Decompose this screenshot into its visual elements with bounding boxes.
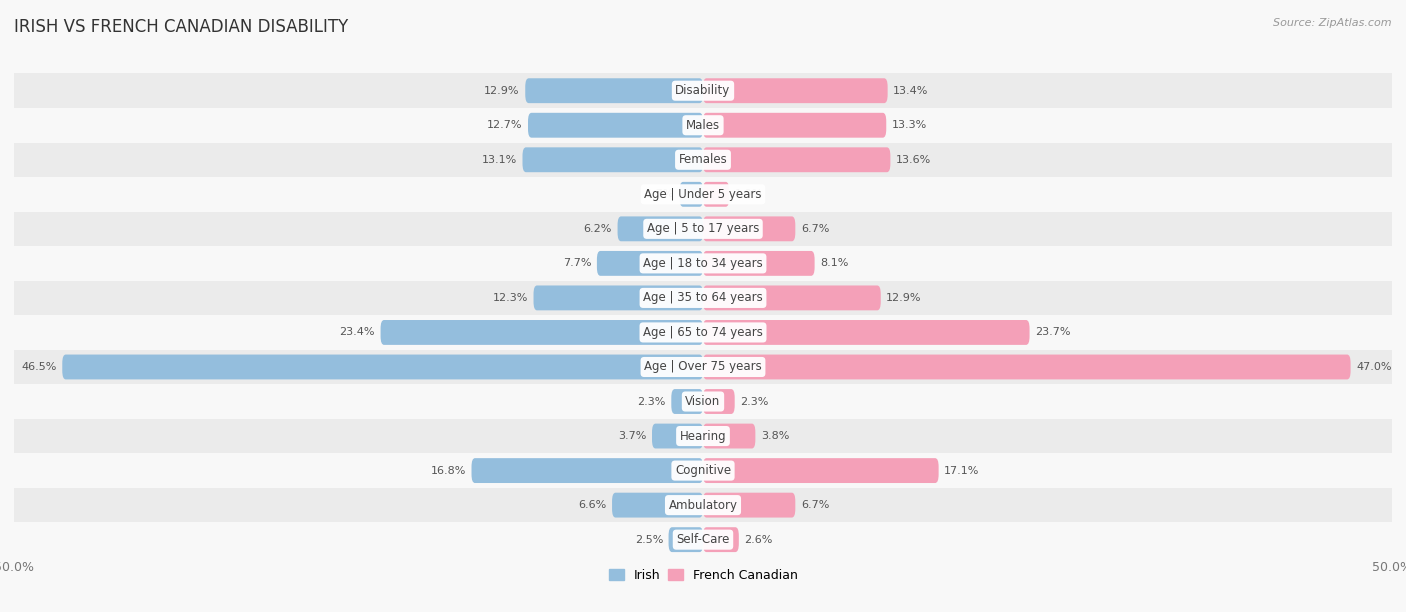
FancyBboxPatch shape bbox=[62, 354, 703, 379]
Text: 6.6%: 6.6% bbox=[578, 500, 606, 510]
FancyBboxPatch shape bbox=[14, 523, 1392, 557]
FancyBboxPatch shape bbox=[703, 147, 890, 172]
FancyBboxPatch shape bbox=[703, 354, 1351, 379]
FancyBboxPatch shape bbox=[14, 349, 1392, 384]
Text: 17.1%: 17.1% bbox=[945, 466, 980, 476]
Text: Vision: Vision bbox=[685, 395, 721, 408]
Text: IRISH VS FRENCH CANADIAN DISABILITY: IRISH VS FRENCH CANADIAN DISABILITY bbox=[14, 18, 349, 36]
FancyBboxPatch shape bbox=[703, 78, 887, 103]
Text: 13.3%: 13.3% bbox=[891, 120, 927, 130]
Text: 13.4%: 13.4% bbox=[893, 86, 928, 95]
Text: 3.7%: 3.7% bbox=[619, 431, 647, 441]
FancyBboxPatch shape bbox=[652, 424, 703, 449]
Text: Age | 18 to 34 years: Age | 18 to 34 years bbox=[643, 257, 763, 270]
Text: 13.6%: 13.6% bbox=[896, 155, 931, 165]
Legend: Irish, French Canadian: Irish, French Canadian bbox=[603, 564, 803, 587]
FancyBboxPatch shape bbox=[703, 493, 796, 518]
FancyBboxPatch shape bbox=[669, 527, 703, 552]
FancyBboxPatch shape bbox=[14, 108, 1392, 143]
Text: 8.1%: 8.1% bbox=[820, 258, 848, 269]
FancyBboxPatch shape bbox=[703, 458, 939, 483]
Text: Ambulatory: Ambulatory bbox=[668, 499, 738, 512]
Text: 2.6%: 2.6% bbox=[744, 535, 773, 545]
Text: Cognitive: Cognitive bbox=[675, 464, 731, 477]
Text: 2.3%: 2.3% bbox=[740, 397, 769, 406]
FancyBboxPatch shape bbox=[14, 419, 1392, 453]
FancyBboxPatch shape bbox=[529, 113, 703, 138]
Text: 6.7%: 6.7% bbox=[801, 500, 830, 510]
FancyBboxPatch shape bbox=[14, 246, 1392, 281]
FancyBboxPatch shape bbox=[703, 182, 730, 207]
FancyBboxPatch shape bbox=[703, 217, 796, 241]
FancyBboxPatch shape bbox=[14, 73, 1392, 108]
Text: Age | 65 to 74 years: Age | 65 to 74 years bbox=[643, 326, 763, 339]
Text: Age | Over 75 years: Age | Over 75 years bbox=[644, 360, 762, 373]
FancyBboxPatch shape bbox=[14, 281, 1392, 315]
FancyBboxPatch shape bbox=[671, 389, 703, 414]
FancyBboxPatch shape bbox=[617, 217, 703, 241]
FancyBboxPatch shape bbox=[14, 177, 1392, 212]
FancyBboxPatch shape bbox=[703, 527, 738, 552]
Text: Age | Under 5 years: Age | Under 5 years bbox=[644, 188, 762, 201]
Text: 7.7%: 7.7% bbox=[562, 258, 592, 269]
Text: Source: ZipAtlas.com: Source: ZipAtlas.com bbox=[1274, 18, 1392, 28]
FancyBboxPatch shape bbox=[471, 458, 703, 483]
FancyBboxPatch shape bbox=[14, 143, 1392, 177]
Text: 16.8%: 16.8% bbox=[430, 466, 465, 476]
Text: 23.4%: 23.4% bbox=[340, 327, 375, 337]
Text: 12.7%: 12.7% bbox=[486, 120, 523, 130]
Text: 2.3%: 2.3% bbox=[637, 397, 666, 406]
FancyBboxPatch shape bbox=[703, 424, 755, 449]
FancyBboxPatch shape bbox=[679, 182, 703, 207]
FancyBboxPatch shape bbox=[14, 488, 1392, 523]
FancyBboxPatch shape bbox=[381, 320, 703, 345]
FancyBboxPatch shape bbox=[14, 212, 1392, 246]
Text: 1.7%: 1.7% bbox=[645, 189, 673, 200]
FancyBboxPatch shape bbox=[703, 285, 880, 310]
FancyBboxPatch shape bbox=[533, 285, 703, 310]
Text: 47.0%: 47.0% bbox=[1357, 362, 1392, 372]
Text: 12.9%: 12.9% bbox=[886, 293, 922, 303]
Text: 6.2%: 6.2% bbox=[583, 224, 612, 234]
FancyBboxPatch shape bbox=[14, 384, 1392, 419]
Text: 12.3%: 12.3% bbox=[492, 293, 529, 303]
FancyBboxPatch shape bbox=[703, 389, 735, 414]
FancyBboxPatch shape bbox=[14, 315, 1392, 349]
FancyBboxPatch shape bbox=[523, 147, 703, 172]
Text: 6.7%: 6.7% bbox=[801, 224, 830, 234]
Text: Age | 5 to 17 years: Age | 5 to 17 years bbox=[647, 222, 759, 236]
Text: Females: Females bbox=[679, 153, 727, 166]
Text: 2.5%: 2.5% bbox=[634, 535, 664, 545]
FancyBboxPatch shape bbox=[14, 453, 1392, 488]
FancyBboxPatch shape bbox=[703, 251, 814, 276]
Text: 1.9%: 1.9% bbox=[735, 189, 763, 200]
Text: 12.9%: 12.9% bbox=[484, 86, 520, 95]
Text: Self-Care: Self-Care bbox=[676, 533, 730, 546]
Text: 13.1%: 13.1% bbox=[482, 155, 517, 165]
Text: Disability: Disability bbox=[675, 84, 731, 97]
FancyBboxPatch shape bbox=[612, 493, 703, 518]
Text: Age | 35 to 64 years: Age | 35 to 64 years bbox=[643, 291, 763, 304]
FancyBboxPatch shape bbox=[598, 251, 703, 276]
Text: 23.7%: 23.7% bbox=[1035, 327, 1070, 337]
Text: 46.5%: 46.5% bbox=[21, 362, 56, 372]
FancyBboxPatch shape bbox=[526, 78, 703, 103]
Text: Males: Males bbox=[686, 119, 720, 132]
Text: Hearing: Hearing bbox=[679, 430, 727, 442]
FancyBboxPatch shape bbox=[703, 320, 1029, 345]
Text: 3.8%: 3.8% bbox=[761, 431, 789, 441]
FancyBboxPatch shape bbox=[703, 113, 886, 138]
